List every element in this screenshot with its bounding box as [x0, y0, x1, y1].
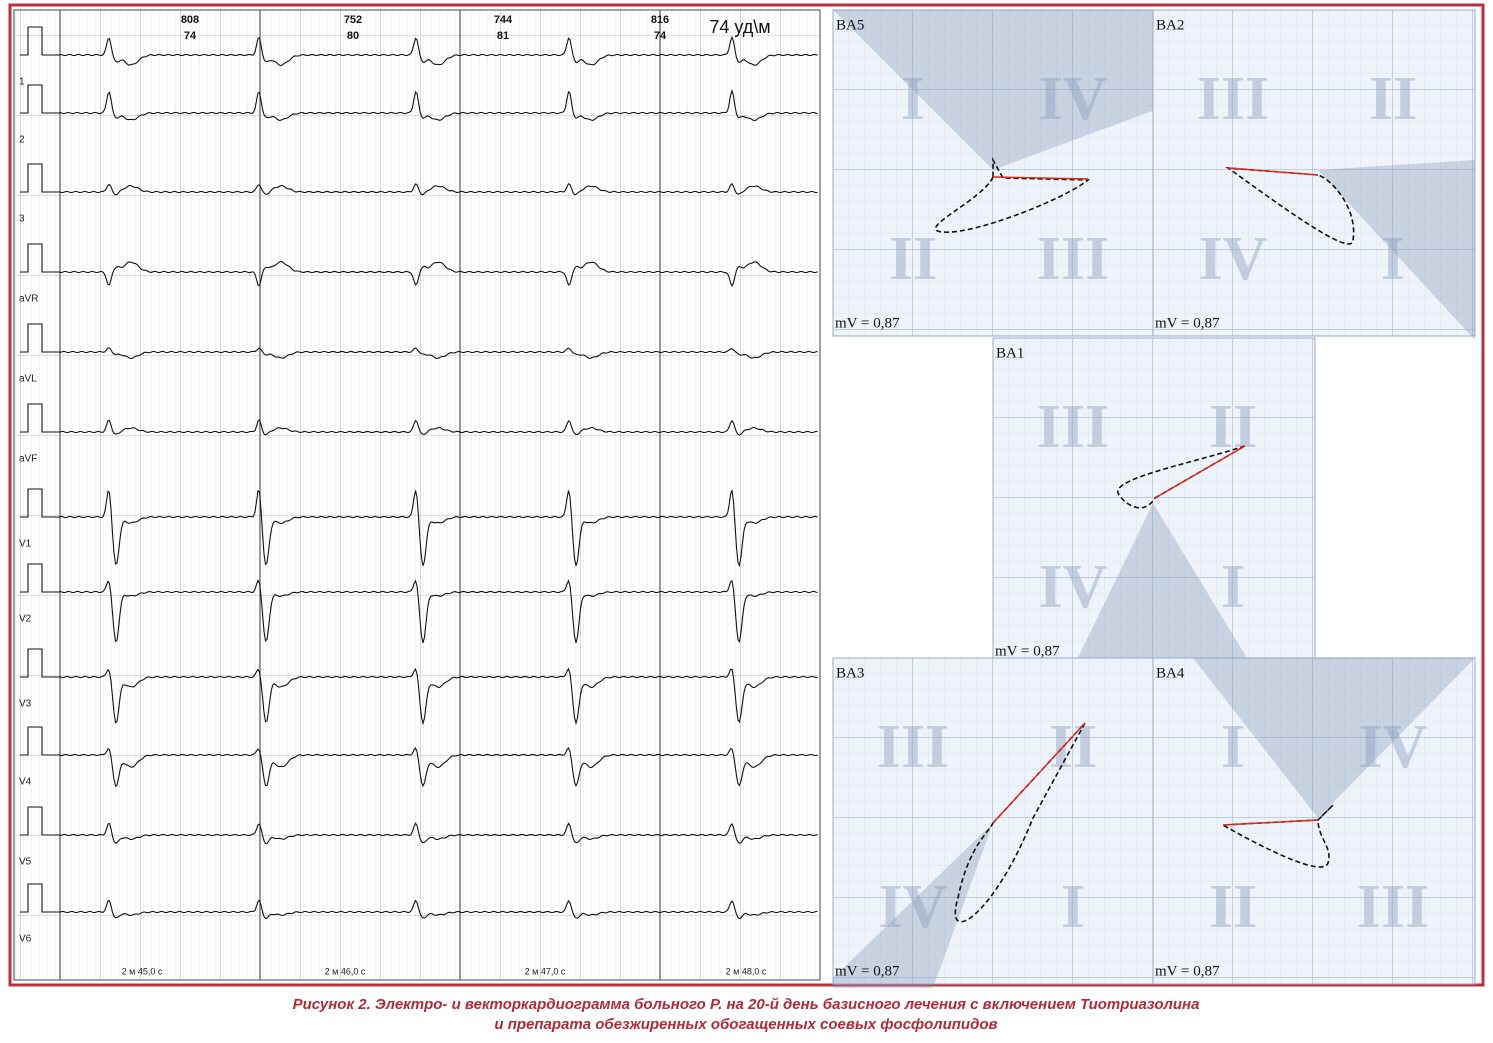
- rr-rate: 74: [654, 30, 667, 42]
- vcg-sector: [1193, 658, 1475, 818]
- quadrant-label: I: [901, 65, 925, 133]
- quadrant-label: II: [1209, 873, 1257, 941]
- panel-title: BA5: [836, 17, 864, 33]
- lead-label: 3: [19, 214, 25, 225]
- vcg-loop: [1220, 804, 1334, 868]
- panel-title: BA2: [1156, 17, 1184, 33]
- ecg-trace: [20, 726, 818, 788]
- rr-rate: 81: [497, 30, 509, 42]
- lead-label: 2: [19, 135, 25, 146]
- vcg-axis-vector: [992, 722, 1086, 824]
- ecg-trace: [20, 163, 818, 196]
- rr-rate: 74: [184, 30, 197, 42]
- time-label: 2 м 48,0 с: [726, 966, 767, 976]
- vcg-sector: [1318, 160, 1475, 340]
- lead-label: V4: [19, 777, 32, 788]
- quadrant-label: III: [1357, 873, 1429, 941]
- panel-scale: mV = 0,87: [1155, 315, 1220, 331]
- vcg-axis-vector: [1222, 819, 1319, 826]
- quadrant-label: II: [1209, 393, 1257, 461]
- heart-rate: 74 уд\м: [709, 17, 770, 37]
- quadrant-label: I: [1221, 553, 1245, 621]
- frame: [8, 3, 1485, 987]
- ecg-trace: [20, 806, 818, 845]
- time-label: 2 м 46,0 с: [325, 966, 366, 976]
- lead-label: 1: [19, 77, 25, 88]
- ecg-trace: [20, 403, 818, 436]
- ecg-trace: [20, 243, 818, 288]
- vcg-grid: [992, 337, 1316, 665]
- panel-title: BA4: [1156, 665, 1185, 681]
- vcg-axis-vector: [1154, 445, 1246, 499]
- quadrant-label: II: [1049, 713, 1097, 781]
- quadrant-label: I: [1221, 713, 1245, 781]
- quadrant-label: II: [889, 225, 937, 293]
- lead-label: aVR: [19, 294, 38, 305]
- quadrant-label: II: [1369, 65, 1417, 133]
- quadrant-label: III: [1037, 393, 1109, 461]
- vcg-sector: [833, 823, 993, 988]
- lead-label: V2: [19, 614, 32, 625]
- lead-label: V6: [19, 934, 32, 945]
- rr-interval: 816: [651, 14, 669, 26]
- quadrant-label: III: [877, 713, 949, 781]
- quadrant-label: IV: [1039, 553, 1108, 621]
- ecg-trace: [20, 648, 818, 726]
- vcg-sector: [1073, 503, 1253, 668]
- lead-label: aVL: [19, 374, 37, 385]
- quadrant-label: IV: [879, 873, 948, 941]
- ecg-trace: [20, 26, 818, 67]
- lead-label: V1: [19, 539, 32, 550]
- quadrant-label: III: [1037, 225, 1109, 293]
- ecg-trace: [20, 883, 818, 920]
- ecg-trace: [20, 84, 818, 122]
- rr-rate: 80: [347, 30, 359, 42]
- vcg-grid: [832, 9, 1156, 337]
- caption-line: Рисунок 2. Электро- и векторкардиограмма…: [293, 996, 1200, 1013]
- panel-title: BA1: [996, 345, 1024, 361]
- time-label: 2 м 47,0 с: [525, 966, 566, 976]
- vcg-axis-vector: [1227, 167, 1319, 176]
- vcg-sector: [833, 10, 1155, 170]
- ecg-trace: [20, 323, 818, 360]
- quadrant-label: I: [1381, 225, 1405, 293]
- quadrant-label: III: [1197, 65, 1269, 133]
- panel-title: BA3: [836, 665, 864, 681]
- vcg-loop: [1225, 166, 1355, 245]
- panel-scale: mV = 0,87: [835, 963, 900, 979]
- panel-scale: mV = 0,87: [1155, 963, 1220, 979]
- quadrant-label: IV: [1199, 225, 1268, 293]
- rr-interval: 744: [494, 14, 513, 26]
- quadrant-label: IV: [1359, 713, 1428, 781]
- ecg-trace: [20, 563, 818, 644]
- lead-label: aVF: [19, 454, 37, 465]
- quadrant-label: IV: [1039, 65, 1108, 133]
- quadrant-label: I: [1061, 873, 1085, 941]
- vcg-axis-vector: [992, 176, 1089, 180]
- rr-interval: 808: [181, 14, 199, 26]
- caption-line: и препарата обезжиренных обогащенных сое…: [494, 1016, 997, 1033]
- time-label: 2 м 45,0 с: [122, 966, 163, 976]
- lead-label: V3: [19, 699, 32, 710]
- vcg-loop: [1117, 445, 1246, 509]
- vcg-grid: [1152, 9, 1476, 337]
- rr-interval: 752: [344, 14, 362, 26]
- lead-label: V5: [19, 857, 32, 868]
- ecg-panel: 74 уд\м 808 74 752 80 744 81 816 74 1 2 3 aVR aVL aVF…: [13, 9, 821, 981]
- panel-scale: mV = 0,87: [835, 315, 900, 331]
- ecg-trace: [20, 488, 818, 568]
- panel-scale: mV = 0,87: [995, 643, 1060, 659]
